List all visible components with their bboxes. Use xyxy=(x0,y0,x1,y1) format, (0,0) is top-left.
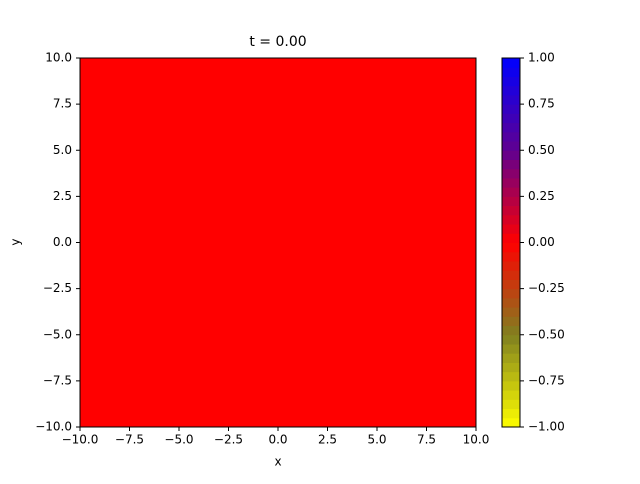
x-tick-label: 5.0 xyxy=(367,433,386,447)
y-tick-label: −2.5 xyxy=(43,281,72,295)
colorbar-segment xyxy=(502,159,520,170)
colorbar-segment xyxy=(502,76,520,87)
colorbar-tick-label: −0.75 xyxy=(528,373,565,387)
y-tick-label: −10.0 xyxy=(35,420,72,434)
y-tick-label: 5.0 xyxy=(53,143,72,157)
colorbar-segment xyxy=(502,399,520,410)
colorbar-segment xyxy=(502,150,520,160)
y-tick-label: 0.0 xyxy=(53,235,72,249)
colorbar-tick-label: 0.25 xyxy=(528,189,555,203)
colorbar-segment xyxy=(502,94,520,105)
colorbar-tick-label: 0.00 xyxy=(528,235,555,249)
x-tick-label: −2.5 xyxy=(214,433,243,447)
y-axis-label: y xyxy=(9,238,23,245)
colorbar-tick-label: 0.50 xyxy=(528,143,555,157)
chart-title: t = 0.00 xyxy=(249,34,306,50)
x-tick-label: −5.0 xyxy=(164,433,193,447)
colorbar-segment xyxy=(502,260,520,271)
colorbar-segment xyxy=(502,362,520,373)
colorbar-tick-label: −0.25 xyxy=(528,281,565,295)
colorbar-segment xyxy=(502,104,520,114)
colorbar-segment xyxy=(502,196,520,207)
colorbar-segment xyxy=(502,168,520,179)
colorbar-segment xyxy=(502,251,520,262)
colorbar-segment xyxy=(502,214,520,225)
colorbar-segment xyxy=(502,224,520,234)
colorbar-segment xyxy=(502,334,520,345)
x-tick-label: −7.5 xyxy=(115,433,144,447)
y-tick-label: 2.5 xyxy=(53,189,72,203)
colorbar-segment xyxy=(502,67,520,77)
colorbar-segment xyxy=(502,380,520,391)
colorbar-segment xyxy=(502,141,520,151)
colorbar-segment xyxy=(502,131,520,142)
y-tick-label: −7.5 xyxy=(43,373,72,387)
colorbar-tick-label: 0.75 xyxy=(528,97,555,111)
colorbar-tick-label: 1.00 xyxy=(528,51,555,65)
colorbar-segment xyxy=(502,417,520,428)
colorbar-tick-label: −1.00 xyxy=(528,420,565,434)
y-tick-label: −5.0 xyxy=(43,327,72,341)
colorbar-segment xyxy=(502,177,520,188)
colorbar-segment xyxy=(502,343,520,354)
x-tick-label: 0.0 xyxy=(268,433,287,447)
colorbar-segment xyxy=(502,58,520,68)
colorbar-segment xyxy=(502,122,520,133)
colorbar-segment xyxy=(502,371,520,382)
colorbar-segment xyxy=(502,316,520,327)
x-tick-label: −10.0 xyxy=(62,433,99,447)
colorbar-segment xyxy=(502,408,520,419)
colorbar-segment xyxy=(502,242,520,253)
colorbar-segment xyxy=(502,187,520,197)
colorbar-segment xyxy=(502,307,520,317)
colorbar-segment xyxy=(502,325,520,336)
colorbar-segment xyxy=(502,297,520,308)
colorbar-segment xyxy=(502,353,520,363)
colorbar-segment xyxy=(502,205,520,216)
x-axis-label: x xyxy=(274,455,281,469)
x-tick-label: 7.5 xyxy=(417,433,436,447)
y-tick-label: 10.0 xyxy=(45,51,72,65)
field-texture xyxy=(80,58,476,427)
colorbar-segment xyxy=(502,233,520,243)
colorbar-segment xyxy=(502,288,520,299)
colorbar-segment xyxy=(502,390,520,400)
colorbar-segment xyxy=(502,279,520,290)
x-tick-label: 10.0 xyxy=(463,433,490,447)
y-tick-label: 7.5 xyxy=(53,97,72,111)
colorbar-segment xyxy=(502,85,520,96)
colorbar-tick-label: −0.50 xyxy=(528,327,565,341)
colorbar-segment xyxy=(502,113,520,124)
colorbar-segment xyxy=(502,270,520,280)
x-tick-label: 2.5 xyxy=(318,433,337,447)
